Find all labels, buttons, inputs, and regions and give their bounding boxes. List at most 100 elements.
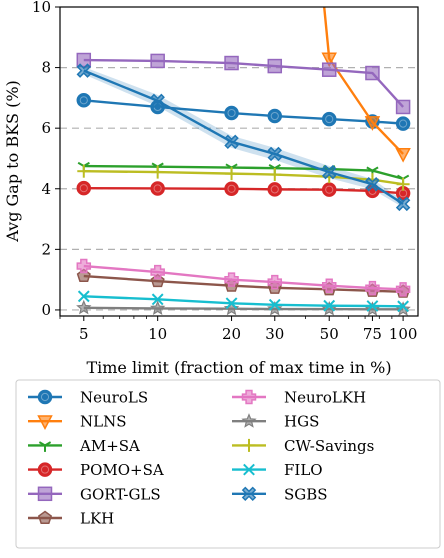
series-sgbs (76, 63, 411, 212)
tick-layer: 0 2 4 6 8 10 5 10 20 30 50 75 100 (32, 0, 418, 343)
data-point (364, 116, 381, 131)
y-tick-label: 10 (32, 0, 51, 16)
data-point (267, 300, 283, 316)
plot-frame (59, 6, 419, 317)
data-point (76, 258, 92, 274)
data-point (395, 282, 411, 297)
x-tick-label: 75 (363, 325, 382, 343)
data-point (365, 280, 380, 296)
data-point (365, 65, 380, 81)
legend-label: SGBS (284, 485, 328, 503)
data-point (150, 264, 165, 280)
data-point (77, 290, 90, 303)
data-point (151, 165, 165, 179)
data-point (267, 58, 283, 74)
legend-marker (38, 441, 52, 452)
legend-label: CW-Savings (284, 437, 374, 455)
legend-item: LKH (28, 510, 114, 528)
legend-marker (37, 510, 53, 525)
data-point (150, 300, 166, 315)
legend-marker (241, 389, 257, 405)
legend-item: POMO+SA (28, 461, 164, 479)
series-lkh (76, 268, 411, 298)
series-line (83, 306, 404, 311)
data-point (268, 298, 281, 311)
data-point (76, 63, 92, 78)
legend-marker (242, 438, 256, 452)
series-filo (77, 290, 410, 313)
legend-item: NLNS (28, 413, 127, 431)
series-neurols (76, 93, 411, 131)
x-tick-label: 30 (265, 325, 284, 343)
data-point (268, 168, 282, 182)
data-point (150, 53, 165, 69)
y-tick-label: 0 (41, 301, 51, 319)
series-hgs (76, 299, 411, 316)
series-nlns (321, 7, 411, 163)
x-axis-label: Time limit (fraction of max time in %) (86, 358, 391, 377)
legend-label: FILO (284, 461, 323, 479)
legend-item: AM+SA (28, 437, 140, 455)
confidence-band-layer (83, 66, 404, 208)
legend-label: NLNS (80, 413, 127, 431)
data-point (395, 147, 411, 163)
legend-marker (37, 486, 53, 502)
x-tick-label: 20 (222, 325, 241, 343)
y-tick-label: 4 (41, 180, 51, 198)
legend-label: NeuroLS (80, 389, 148, 407)
x-tick-label: 50 (320, 325, 339, 343)
data-point (321, 62, 337, 77)
legend-label: AM+SA (79, 437, 140, 455)
data-point (267, 274, 283, 290)
legend-item: HGS (232, 413, 319, 431)
series-pomo-sa (76, 180, 411, 201)
data-point (366, 300, 379, 312)
series-layer (76, 7, 411, 316)
data-point (76, 52, 92, 68)
series-gort-gls (76, 52, 411, 115)
legend-item: CW-Savings (232, 437, 374, 455)
data-point (396, 177, 410, 191)
data-point (76, 299, 92, 315)
legend-marker (243, 463, 255, 476)
legend-item: NeuroLS (28, 389, 148, 407)
data-point (225, 297, 238, 310)
series-line (83, 274, 404, 293)
data-point (225, 167, 239, 181)
legend-label: GORT-GLS (80, 485, 161, 503)
legend-marker (37, 415, 53, 430)
legend-item: SGBS (232, 485, 328, 503)
series-neurolkh (76, 258, 411, 297)
legend-box (15, 379, 441, 549)
series-line (83, 295, 404, 308)
x-tick-label: 100 (389, 325, 418, 343)
data-point (150, 93, 165, 109)
data-point (224, 134, 239, 150)
y-tick-label: 8 (41, 59, 51, 77)
y-tick-label: 6 (41, 119, 51, 137)
data-point (397, 300, 410, 313)
y-tick-label: 2 (41, 240, 51, 258)
data-point (267, 146, 283, 162)
data-point (395, 301, 411, 316)
legend-label: POMO+SA (80, 461, 164, 479)
data-point (224, 272, 239, 287)
legend: NeuroLS NLNS AM+SA POMO+SA GORT-GLS LKH NeuroL… (28, 389, 374, 528)
data-point (77, 164, 91, 178)
data-point (323, 299, 336, 312)
legend-item: FILO (232, 461, 323, 479)
data-point (151, 293, 164, 306)
series-line (83, 186, 404, 195)
legend-marker (241, 486, 257, 502)
data-point (321, 278, 337, 293)
legend-label: LKH (80, 510, 114, 528)
x-tick-label: 5 (79, 325, 89, 343)
series-cw-savings (77, 164, 410, 191)
legend-marker (241, 413, 257, 428)
legend-label: NeuroLKH (284, 389, 366, 407)
data-point (224, 55, 239, 71)
x-tick-label: 10 (148, 325, 167, 343)
legend-item: GORT-GLS (28, 485, 161, 503)
data-point (365, 176, 380, 192)
